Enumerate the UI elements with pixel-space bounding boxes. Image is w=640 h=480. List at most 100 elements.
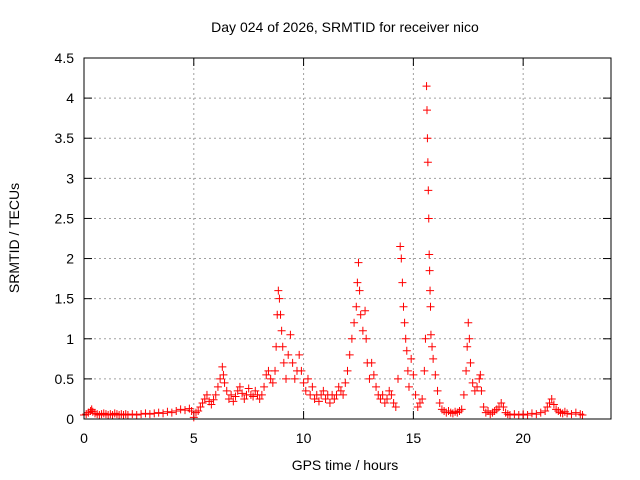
- data-point: [571, 408, 580, 417]
- data-point: [365, 374, 374, 383]
- data-point: [325, 398, 334, 407]
- data-point: [354, 258, 363, 267]
- data-point: [431, 370, 440, 379]
- grid-lines: [84, 58, 611, 419]
- data-point: [145, 410, 154, 419]
- data-point: [523, 410, 532, 419]
- x-tick-label: 5: [190, 430, 198, 446]
- data-point: [314, 397, 323, 406]
- data-point: [536, 408, 545, 417]
- data-point: [543, 402, 552, 411]
- x-axis-label: GPS time / hours: [292, 457, 399, 473]
- data-point: [176, 405, 185, 414]
- data-point: [222, 386, 231, 395]
- data-point: [423, 134, 432, 143]
- data-point: [422, 82, 431, 91]
- data-point: [462, 366, 471, 375]
- data-point: [288, 358, 297, 367]
- data-point: [167, 408, 176, 417]
- data-point: [429, 354, 438, 363]
- data-point: [545, 398, 554, 407]
- data-point: [200, 394, 209, 403]
- data-point: [527, 409, 536, 418]
- data-point: [132, 410, 141, 419]
- chart-title: Day 024 of 2026, SRMTID for receiver nic…: [211, 19, 479, 35]
- data-point: [477, 386, 486, 395]
- data-point: [425, 250, 434, 259]
- data-point: [218, 362, 227, 371]
- data-point: [397, 254, 406, 263]
- data-point: [505, 410, 514, 419]
- data-point: [422, 106, 431, 115]
- data-point: [227, 390, 236, 399]
- data-point: [425, 266, 434, 275]
- data-point: [202, 390, 211, 399]
- data-point: [426, 302, 435, 311]
- y-axis-label: SRMTID / TECUs: [6, 183, 22, 293]
- data-markers: [80, 82, 587, 422]
- data-point: [409, 370, 418, 379]
- data-point: [350, 318, 359, 327]
- data-point: [251, 386, 260, 395]
- y-tick-label: 1: [66, 331, 74, 347]
- data-point: [433, 386, 442, 395]
- x-tick-label: 0: [80, 430, 88, 446]
- data-point: [385, 386, 394, 395]
- data-point: [411, 390, 420, 399]
- data-point: [154, 408, 163, 417]
- data-point: [211, 390, 220, 399]
- data-point: [308, 382, 317, 391]
- data-point: [353, 278, 362, 287]
- data-point: [391, 402, 400, 411]
- data-point: [295, 350, 304, 359]
- data-point: [268, 378, 277, 387]
- data-point: [282, 374, 291, 383]
- data-point: [345, 350, 354, 359]
- data-point: [519, 410, 528, 419]
- data-point: [514, 410, 523, 419]
- data-point: [415, 398, 424, 407]
- data-point: [578, 410, 587, 419]
- data-point: [343, 366, 352, 375]
- data-point: [532, 410, 541, 419]
- data-point: [424, 186, 433, 195]
- data-point: [334, 382, 343, 391]
- data-point: [216, 374, 225, 383]
- data-point: [278, 342, 287, 351]
- data-point: [229, 397, 238, 406]
- data-point: [459, 390, 468, 399]
- data-point: [301, 386, 310, 395]
- data-point: [476, 370, 485, 379]
- data-point: [435, 398, 444, 407]
- data-point: [418, 394, 427, 403]
- data-point: [468, 378, 477, 387]
- data-point: [238, 389, 247, 398]
- data-point: [475, 374, 484, 383]
- data-point: [399, 302, 408, 311]
- data-point: [347, 334, 356, 343]
- data-point: [355, 286, 364, 295]
- data-point: [276, 310, 285, 319]
- data-point: [426, 286, 435, 295]
- data-point: [510, 410, 519, 419]
- data-point: [567, 410, 576, 419]
- data-point: [352, 302, 361, 311]
- data-point: [464, 318, 473, 327]
- data-point: [159, 409, 168, 418]
- data-point: [319, 386, 328, 395]
- data-point: [172, 406, 181, 415]
- plot-frame: [83, 57, 612, 420]
- data-point: [356, 310, 365, 319]
- data-point: [424, 214, 433, 223]
- data-point: [497, 398, 506, 407]
- y-tick-label: 2: [66, 251, 74, 267]
- data-point: [255, 394, 264, 403]
- x-tick-label: 10: [296, 430, 312, 446]
- data-point: [413, 402, 422, 411]
- data-point: [137, 410, 146, 419]
- data-point: [266, 374, 275, 383]
- data-point: [367, 358, 376, 367]
- data-point: [383, 394, 392, 403]
- data-point: [224, 394, 233, 403]
